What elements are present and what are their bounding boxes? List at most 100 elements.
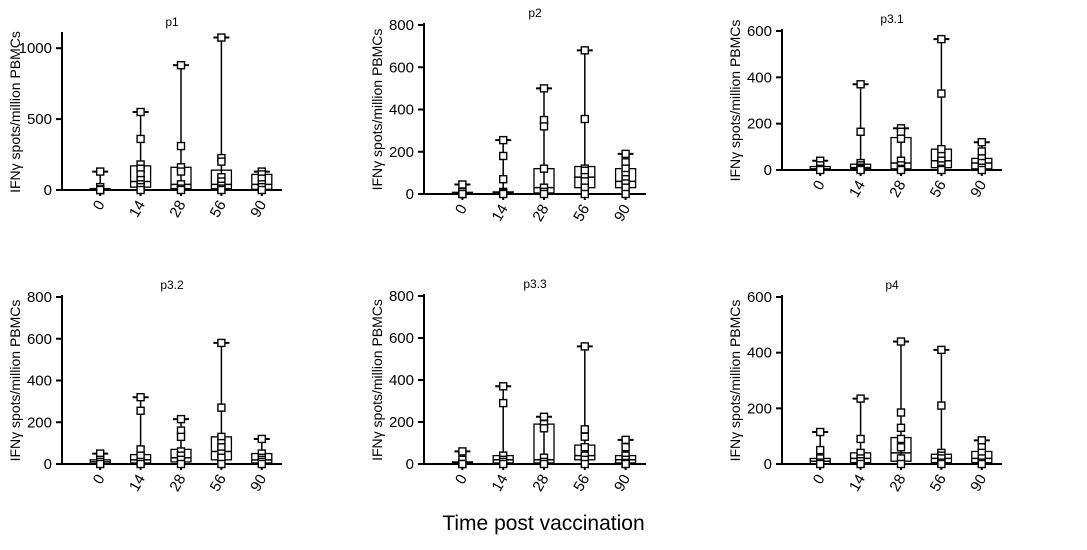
data-point [580, 459, 589, 469]
data-point [539, 84, 549, 93]
x-tick-label: 0 [810, 178, 829, 194]
data-point [580, 425, 589, 434]
data-point [856, 127, 865, 136]
data-point [499, 382, 508, 391]
data-point [95, 459, 105, 469]
x-tick-label: 90 [247, 198, 270, 221]
x-tick-label: 14 [126, 198, 149, 221]
data-point [539, 424, 549, 433]
data-point [580, 46, 589, 55]
data-point [977, 165, 986, 175]
y-tick-label: 0 [764, 456, 772, 473]
data-point [136, 393, 145, 402]
data-point [539, 412, 549, 421]
data-point [816, 165, 825, 175]
data-point [621, 459, 630, 469]
data-point [896, 408, 906, 417]
data-point [896, 134, 906, 143]
data-point [856, 459, 865, 469]
data-point [896, 434, 906, 444]
y-tick-label: 500 [27, 111, 52, 128]
x-tick-label: 14 [126, 472, 149, 495]
data-point [937, 144, 946, 154]
data-point [95, 167, 105, 176]
y-tick-label: 800 [27, 289, 52, 306]
data-point [257, 434, 266, 444]
data-point [539, 164, 549, 173]
data-point [458, 447, 467, 456]
data-point [896, 127, 906, 136]
x-tick-label: 0 [452, 202, 471, 218]
data-point [816, 459, 825, 469]
y-tick-label: 200 [389, 414, 414, 431]
data-point [257, 185, 266, 195]
data-point [539, 122, 549, 131]
data-point [937, 165, 946, 175]
data-point [896, 423, 906, 433]
y-axis-label: IFNγ spots/million PBMCs [7, 31, 23, 193]
data-point [621, 149, 630, 159]
y-tick-label: 600 [747, 23, 772, 40]
data-point [458, 180, 467, 189]
x-tick-label: 90 [967, 178, 990, 201]
data-point [217, 338, 226, 348]
x-tick-label: 56 [570, 472, 593, 495]
y-tick-label: 200 [747, 116, 772, 133]
y-tick-label: 400 [27, 373, 52, 390]
data-point [856, 80, 865, 89]
data-point [896, 443, 906, 452]
y-tick-label: 800 [389, 17, 414, 34]
data-point [539, 189, 549, 199]
x-tick-label: 28 [886, 472, 909, 495]
data-point [977, 459, 986, 469]
data-point [136, 406, 145, 415]
data-point [458, 189, 467, 199]
y-tick-label: 400 [747, 345, 772, 362]
chart-title: p2 [528, 6, 542, 20]
data-point [136, 107, 145, 117]
y-tick-label: 600 [27, 331, 52, 348]
x-tick-label: 28 [529, 202, 552, 225]
y-tick-label: 800 [389, 288, 414, 305]
x-tick-label: 56 [207, 198, 230, 221]
y-tick-label: 1000 [19, 40, 52, 57]
data-point [217, 185, 226, 195]
y-axis-label: IFNγ spots/million PBMCs [7, 300, 23, 462]
data-point [937, 401, 946, 410]
data-point [176, 61, 186, 70]
data-point [621, 189, 630, 199]
data-point [136, 185, 145, 195]
chart-title: p1 [165, 15, 179, 29]
data-point [856, 165, 865, 175]
x-tick-label: 14 [489, 472, 512, 495]
x-tick-label: 0 [452, 472, 471, 488]
y-tick-label: 0 [764, 162, 772, 179]
x-tick-label: 90 [967, 472, 990, 495]
x-tick-label: 14 [846, 178, 869, 201]
y-tick-label: 600 [747, 289, 772, 306]
data-point [499, 459, 508, 469]
y-axis-label: IFNγ spots/million PBMCs [369, 299, 385, 461]
x-tick-label: 0 [90, 472, 109, 488]
data-point [217, 157, 226, 166]
data-point [937, 34, 946, 44]
x-tick-label: 56 [207, 472, 230, 495]
data-point [896, 337, 906, 346]
data-point [896, 459, 906, 469]
data-point [977, 137, 986, 147]
y-tick-label: 0 [406, 186, 414, 203]
y-tick-label: 200 [747, 400, 772, 417]
x-tick-label: 14 [489, 202, 512, 225]
data-point [580, 432, 589, 441]
x-tick-label: 90 [247, 472, 270, 495]
data-point [217, 33, 226, 42]
data-point [176, 141, 186, 151]
data-point [856, 394, 865, 403]
chart-title: p3.1 [880, 12, 904, 26]
y-tick-label: 400 [389, 102, 414, 119]
data-point [176, 185, 186, 195]
x-tick-label: 28 [166, 198, 189, 221]
